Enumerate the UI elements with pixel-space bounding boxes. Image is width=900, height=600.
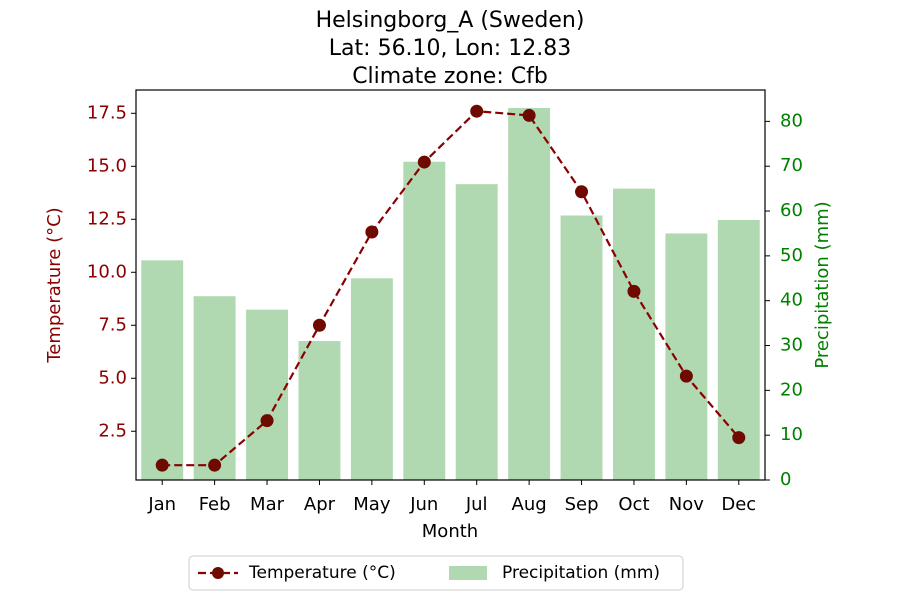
right-tick-label: 50 <box>780 245 803 266</box>
x-axis-label: Month <box>422 521 478 542</box>
right-tick-label: 10 <box>780 424 803 445</box>
temperature-point-mar <box>260 414 274 428</box>
legend-precipitation-swatch <box>449 566 487 580</box>
precipitation-bar-may <box>350 278 393 480</box>
right-tick-label: 70 <box>780 155 803 176</box>
temperature-point-apr <box>312 318 326 332</box>
left-tick-label: 5.0 <box>98 367 127 388</box>
precipitation-bar-apr <box>298 341 341 480</box>
x-tick-label: Sep <box>565 494 599 515</box>
temperature-point-jul <box>470 104 484 118</box>
x-tick-label: Feb <box>199 494 231 515</box>
precipitation-bar-oct <box>612 188 655 480</box>
chart-title: Helsingborg_A (Sweden) Lat: 56.10, Lon: 1… <box>316 8 585 89</box>
temperature-point-oct <box>627 284 641 298</box>
temperature-series-line <box>162 110 740 467</box>
left-tick-label: 17.5 <box>87 102 127 123</box>
legend-precipitation-label: Precipitation (mm) <box>502 563 660 583</box>
precipitation-bar-sep <box>560 215 603 480</box>
right-tick-label: 20 <box>780 379 803 400</box>
x-tick-label: Jun <box>409 494 438 515</box>
temperature-point-feb <box>208 458 222 472</box>
left-tick-label: 7.5 <box>98 314 127 335</box>
right-tick-label: 60 <box>780 200 803 221</box>
chart-title-line: Climate zone: Cfb <box>352 64 548 89</box>
left-tick-label: 2.5 <box>98 420 127 441</box>
legend-temperature-marker <box>212 567 224 579</box>
chart-title-line: Helsingborg_A (Sweden) <box>316 8 585 33</box>
x-tick-label: Apr <box>304 494 336 515</box>
legend-temperature-label: Temperature (°C) <box>248 563 396 583</box>
precipitation-bar-jun <box>403 161 446 481</box>
temperature-line <box>155 104 746 472</box>
x-tick-label: Aug <box>512 494 547 515</box>
plot-frame <box>135 89 766 481</box>
x-tick-label: Nov <box>669 494 704 515</box>
chart-title-line: Lat: 56.10, Lon: 12.83 <box>329 36 571 61</box>
precipitation-bar-jan <box>141 260 184 480</box>
x-tick-label: Mar <box>250 494 285 515</box>
right-tick-label: 30 <box>780 335 803 356</box>
temperature-point-jun <box>417 155 431 169</box>
temperature-point-aug <box>522 108 536 122</box>
left-tick-label: 10.0 <box>87 261 127 282</box>
x-tick-label: May <box>353 494 391 515</box>
right-tick-label: 80 <box>780 110 803 131</box>
temperature-point-sep <box>575 185 589 199</box>
temperature-point-dec <box>732 431 746 445</box>
x-tick-label: Oct <box>618 494 649 515</box>
legend-box <box>188 555 684 591</box>
x-tick-label: Jan <box>147 494 176 515</box>
chart-legend: Temperature (°C) Precipitation (mm) <box>188 555 684 591</box>
precipitation-bar-feb <box>193 296 236 480</box>
chart-axes: 2.5 5.0 7.5 10.0 12.5 15.0 17.5 0 10 20 30 40 50 60 70… <box>44 89 833 542</box>
right-tick-label: 0 <box>780 469 791 490</box>
precipitation-bar-nov <box>665 233 708 480</box>
left-tick-label: 12.5 <box>87 208 127 229</box>
right-tick-label: 40 <box>780 290 803 311</box>
temperature-point-jan <box>155 458 169 472</box>
x-tick-label: Dec <box>721 494 756 515</box>
precipitation-bar-aug <box>508 107 551 481</box>
x-tick-label: Jul <box>465 494 488 515</box>
precipitation-bar-jul <box>455 184 498 480</box>
temperature-point-nov <box>679 369 693 383</box>
right-axis-label: Precipitation (mm) <box>812 201 833 368</box>
left-axis-label: Temperature (°C) <box>44 207 65 363</box>
temperature-point-may <box>365 225 379 239</box>
precipitation-bars <box>141 107 760 481</box>
left-tick-label: 15.0 <box>87 155 127 176</box>
